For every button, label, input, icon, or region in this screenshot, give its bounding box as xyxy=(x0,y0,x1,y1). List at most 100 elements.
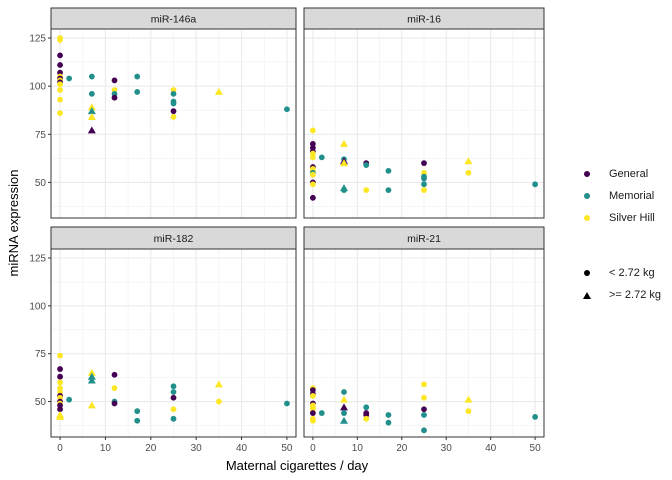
data-point-circle xyxy=(134,89,141,95)
data-point-circle xyxy=(421,181,427,188)
data-point-triangle xyxy=(87,126,96,134)
y-tick-label: 125 xyxy=(29,253,46,264)
data-point-circle xyxy=(134,73,141,80)
data-point-circle xyxy=(57,373,63,380)
data-point-circle xyxy=(57,366,63,372)
data-point-circle xyxy=(57,52,63,59)
data-point-circle xyxy=(421,394,427,401)
data-point-circle xyxy=(421,412,427,418)
data-point-circle xyxy=(318,410,325,416)
data-point-circle xyxy=(309,392,316,399)
data-point-circle xyxy=(111,400,118,407)
data-point-circle xyxy=(170,406,177,413)
data-point-triangle xyxy=(340,139,348,147)
data-point-circle xyxy=(341,187,347,193)
data-point-triangle xyxy=(464,395,473,403)
data-point-circle xyxy=(421,160,427,167)
x-tick-label: 0 xyxy=(57,443,63,454)
data-point-circle xyxy=(170,389,177,395)
data-point-circle xyxy=(385,187,392,193)
data-point-circle xyxy=(215,398,222,405)
data-point-circle xyxy=(532,181,539,188)
data-point-circle xyxy=(341,410,347,416)
data-point-circle xyxy=(170,100,177,107)
data-point-circle xyxy=(170,394,177,401)
data-point-circle xyxy=(309,181,316,188)
legend-label: Memorial xyxy=(609,190,655,202)
panel-miR-182: miR-182 50 75 100 125 0 10 20 30 40 50 xyxy=(29,226,297,454)
x-tick-label: 30 xyxy=(191,443,203,454)
data-point-circle xyxy=(170,415,177,422)
data-point-triangle xyxy=(87,103,96,111)
y-axis-title: miRNA expression xyxy=(6,170,21,277)
data-point-circle xyxy=(363,404,370,411)
data-point-triangle xyxy=(87,107,96,115)
x-tick-label: 20 xyxy=(145,443,157,454)
data-point-circle xyxy=(309,154,316,161)
data-point-triangle xyxy=(87,112,96,120)
y-tick-label: 75 xyxy=(35,349,47,360)
data-point-circle xyxy=(57,62,63,68)
data-point-circle xyxy=(363,187,370,193)
data-point-circle xyxy=(465,408,472,415)
data-point-circle xyxy=(57,87,63,93)
data-point-circle xyxy=(66,396,73,403)
data-point-circle xyxy=(363,162,370,168)
y-tick-label: 125 xyxy=(29,34,46,45)
data-point-circle xyxy=(421,381,427,388)
data-point-circle xyxy=(88,90,95,97)
panel-title: miR-146a xyxy=(151,14,197,26)
data-point-circle xyxy=(57,352,63,359)
x-tick-label: 50 xyxy=(281,443,293,454)
data-point-circle xyxy=(421,187,427,193)
x-axis-title: Maternal cigarettes / day xyxy=(226,458,369,473)
panel-border xyxy=(303,248,545,438)
x-tick-label: 10 xyxy=(352,443,364,454)
data-point-circle xyxy=(284,400,290,407)
y-tick-label: 75 xyxy=(35,130,47,141)
data-point-triangle xyxy=(56,412,65,420)
data-point-circle xyxy=(318,154,325,161)
data-point-triangle xyxy=(464,157,473,165)
data-point-circle xyxy=(57,96,63,103)
data-point-circle xyxy=(134,417,141,424)
data-point-circle xyxy=(284,106,290,113)
data-point-circle xyxy=(170,108,177,115)
data-point-circle xyxy=(88,73,95,80)
legend: General Memorial Silver Hill < 2.72 kg >… xyxy=(576,163,672,306)
y-tick-label: 100 xyxy=(29,301,46,312)
legend-item-low-weight: < 2.72 kg xyxy=(576,262,672,284)
data-point-circle xyxy=(170,90,177,97)
legend-item-high-weight: >= 2.72 kg xyxy=(576,284,672,306)
data-point-circle xyxy=(385,419,392,426)
panel-title: miR-16 xyxy=(407,14,441,26)
data-point-triangle xyxy=(87,376,96,384)
data-point-circle xyxy=(134,408,141,415)
data-point-circle xyxy=(57,379,63,386)
panel-miR-16: miR-16 xyxy=(303,7,545,219)
data-point-circle xyxy=(57,406,63,413)
data-point-circle xyxy=(421,406,427,413)
panel-miR-146a: miR-146a 50 75 100 125 xyxy=(29,7,297,219)
data-point-circle xyxy=(111,371,118,378)
data-point-circle xyxy=(57,81,63,88)
legend-circle-icon xyxy=(580,266,594,280)
data-point-circle xyxy=(309,417,316,424)
data-point-circle xyxy=(465,169,472,176)
data-point-circle xyxy=(170,383,177,390)
legend-circle-icon xyxy=(580,167,594,181)
panel-border xyxy=(50,248,297,438)
data-point-triangle xyxy=(87,368,96,376)
data-point-triangle xyxy=(340,403,348,411)
data-point-circle xyxy=(385,167,392,174)
data-point-circle xyxy=(57,37,63,43)
data-point-triangle xyxy=(340,159,348,167)
data-point-triangle xyxy=(340,395,348,403)
data-point-triangle xyxy=(214,380,223,388)
panel-title: miR-182 xyxy=(154,233,194,245)
data-point-circle xyxy=(111,385,118,392)
x-tick-label: 50 xyxy=(530,443,542,454)
x-tick-label: 0 xyxy=(310,443,316,454)
data-point-circle xyxy=(363,415,370,422)
x-tick-label: 20 xyxy=(396,443,408,454)
